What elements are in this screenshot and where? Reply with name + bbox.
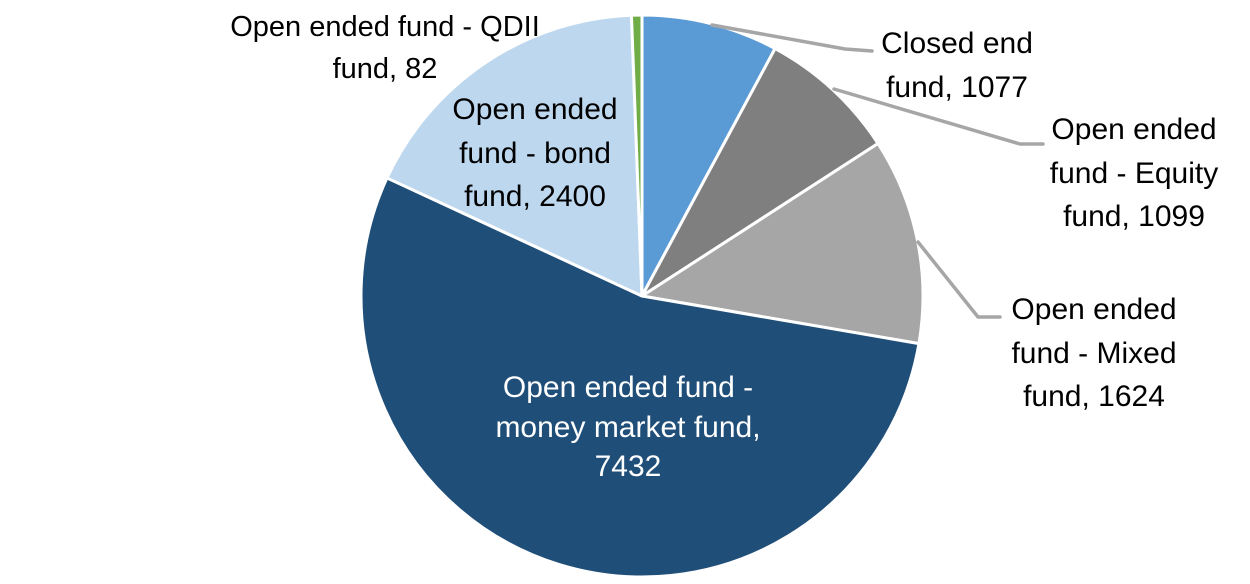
pie-slice-open-ended-fund-bond-fund bbox=[385, 13, 644, 298]
pie-slice-open-ended-fund-mixed-fund bbox=[640, 141, 925, 346]
pie-slices-group bbox=[359, 13, 925, 579]
leader-line-equity-fund bbox=[832, 87, 1045, 146]
leader-line-mixed-fund bbox=[916, 240, 1002, 319]
pie-slice-open-ended-fund-money-market-fund bbox=[359, 176, 921, 579]
pie-slice-closed-end-fund bbox=[640, 13, 777, 298]
leader-line-closed-end-fund bbox=[710, 23, 874, 53]
pie-slice-open-ended-fund-qdii-fund bbox=[629, 13, 644, 298]
